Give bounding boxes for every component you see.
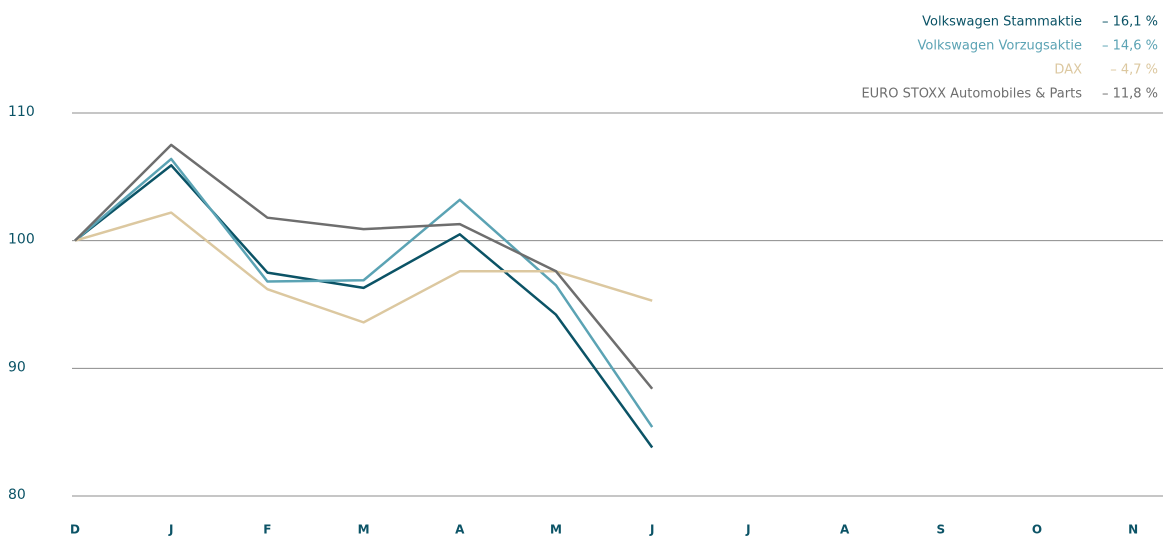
series-line	[74, 143, 654, 390]
series-line	[74, 164, 654, 449]
series-line	[74, 157, 654, 428]
legend-label: Volkswagen Stammaktie	[922, 15, 1082, 30]
legend-label: Volkswagen Vorzugsaktie	[918, 39, 1082, 54]
x-tick-label: S	[936, 523, 945, 537]
y-tick-label: 90	[8, 359, 26, 375]
legend-change: – 11,8 %	[1102, 87, 1158, 102]
legend-label: DAX	[1054, 63, 1082, 78]
y-tick-label: 80	[8, 487, 26, 503]
x-tick-label: M	[358, 523, 370, 537]
x-tick-label: A	[840, 523, 850, 537]
x-tick-label: J	[745, 523, 750, 537]
x-tick-label: F	[263, 523, 271, 537]
x-tick-label: J	[168, 523, 173, 537]
x-tick-label: D	[70, 523, 80, 537]
legend-change: – 16,1 %	[1102, 15, 1158, 30]
legend-change: – 14,6 %	[1102, 39, 1158, 54]
legend-label: EURO STOXX Automobiles & Parts	[861, 87, 1082, 102]
x-tick-label: O	[1032, 523, 1042, 537]
x-tick-label: A	[455, 523, 465, 537]
x-tick-label: J	[649, 523, 654, 537]
y-tick-label: 110	[8, 104, 35, 120]
x-tick-label: N	[1128, 523, 1138, 537]
legend-change: – 4,7 %	[1110, 63, 1158, 78]
y-tick-label: 100	[8, 232, 35, 248]
x-tick-label: M	[550, 523, 562, 537]
